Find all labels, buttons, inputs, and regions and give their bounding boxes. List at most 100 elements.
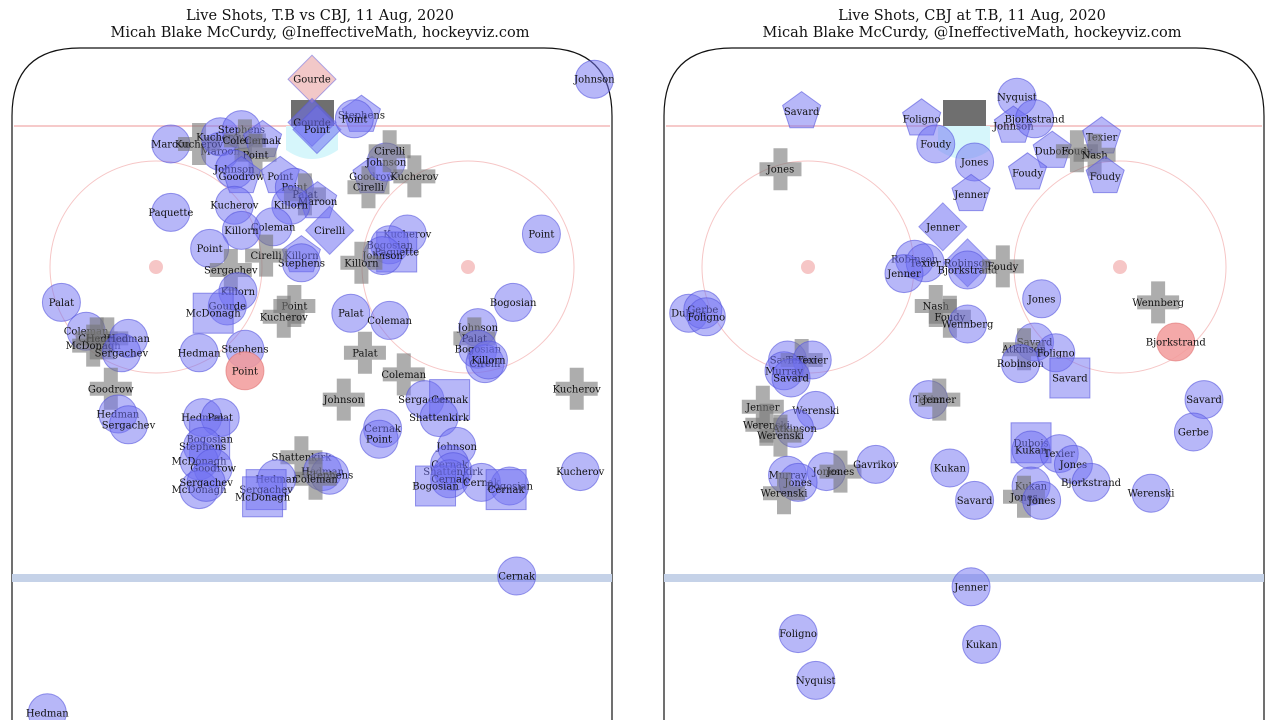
- shot-label: Kucherov: [210, 201, 258, 212]
- shot-circle-mark: [186, 462, 226, 502]
- shot-circle-mark: [796, 660, 836, 700]
- shot-cross: Coleman: [381, 353, 427, 396]
- shot-cross-mark: [72, 324, 115, 367]
- shot-cross-mark: [89, 367, 132, 410]
- shot-cross: Point: [273, 285, 316, 327]
- shot-diamond: Cirelli: [304, 205, 355, 256]
- shot-label: Cernak: [498, 572, 536, 583]
- shot-cross: Jones: [759, 148, 802, 191]
- shot-cross-mark: [1137, 281, 1180, 324]
- shot-cross: Werenski: [743, 403, 790, 446]
- right-chart-titles: Live Shots, CBJ at T.B, 11 Aug, 2020 Mic…: [652, 8, 1280, 42]
- shot-pentagon-mark: [1085, 155, 1125, 194]
- shot-circle: Stephens: [278, 243, 325, 283]
- shot-label: Savard: [957, 496, 993, 507]
- shot-label: Jones: [766, 165, 795, 176]
- shot-circle: Gavrikov: [853, 444, 899, 484]
- shot-label: Palat: [49, 298, 74, 309]
- shot-square: McDonagh: [186, 292, 241, 334]
- shot-label: Maroon: [298, 197, 338, 208]
- shot-label: Gavrikov: [853, 460, 899, 471]
- shot-label: Dubois: [1035, 147, 1070, 158]
- shot-circle-mark: [419, 398, 459, 438]
- shot-label: Jones: [1027, 294, 1056, 305]
- shot-label: Coleman: [381, 370, 426, 381]
- shot-circle-mark: [916, 124, 956, 164]
- shot-pentagon-mark: [1007, 152, 1048, 190]
- shot-label: Sergachev: [398, 395, 452, 406]
- shot-circle: Werenski: [1128, 473, 1175, 513]
- shot-diamond-mark: [292, 104, 342, 155]
- shot-circle-mark: [574, 59, 614, 99]
- shot-cross: Kucherov: [175, 123, 223, 165]
- shot-circle: Hedman: [26, 693, 69, 720]
- shot-label: Jenner: [886, 269, 921, 280]
- shot-label: Coleman: [251, 222, 296, 233]
- shot-cross: Werenski: [757, 414, 804, 457]
- shot-label: Point: [243, 150, 269, 161]
- shot-circle: Johnson: [573, 59, 615, 99]
- shot-cross-mark: [763, 472, 805, 515]
- shot-pentagon-mark: [951, 173, 991, 212]
- shot-label: Robinson: [997, 359, 1045, 370]
- shot-cross-mark: [340, 241, 383, 284]
- shot-cross: Jones: [819, 450, 862, 493]
- left-chart-panel: Live Shots, T.B vs CBJ, 11 Aug, 2020 Mic…: [11, 8, 615, 720]
- shot-label: Jones: [1027, 496, 1056, 507]
- shot-circle-mark: [468, 340, 508, 380]
- shot-label: Cirelli: [374, 147, 405, 158]
- shot-cross: Foudy: [981, 245, 1024, 288]
- shot-pentagon: Foudy: [1007, 152, 1048, 190]
- shot-circle-mark: [370, 300, 410, 340]
- shot-circle: Sergachev: [102, 405, 156, 445]
- shot-circle: Jenner: [951, 567, 991, 607]
- shot-circle: Bjorkstrand: [1005, 99, 1065, 139]
- shot-label: Cernak: [244, 136, 282, 147]
- shot-circle: Coleman: [367, 300, 413, 340]
- shot-label: Point: [281, 302, 307, 313]
- shot-label: Jones: [1059, 460, 1088, 471]
- shot-label: Coleman: [293, 474, 338, 485]
- shot-circle: Jones: [955, 142, 995, 182]
- shot-circle: Palat: [331, 293, 371, 333]
- shot-cross-mark: [914, 285, 957, 327]
- shot-circle: Jones: [1022, 480, 1062, 520]
- shot-cross: Coleman: [293, 457, 338, 500]
- shot-circle: Sergachev: [95, 333, 149, 373]
- shot-label: Hedman: [178, 348, 221, 359]
- shot-label: Goodrow: [219, 172, 265, 183]
- shot-label: Savard: [773, 374, 809, 385]
- right-rink-plot: SavardFolignoFoudyNyquistJohnsonBjorkstr…: [663, 47, 1265, 720]
- shots: MaroonMaroonKucherovKucherovStephensCole…: [26, 54, 615, 720]
- shot-label: Johnson: [992, 122, 1034, 133]
- shot-label: Shattenkirk: [272, 453, 333, 464]
- shot-circle-mark: [948, 304, 988, 344]
- shot-label: Jenner: [922, 395, 957, 406]
- shot-label: Kukan: [934, 464, 967, 475]
- shot-circle: Wennberg: [942, 304, 994, 344]
- shot-cross-mark: [918, 378, 961, 421]
- shot-label: Coleman: [367, 316, 412, 327]
- shot-diamond: Point: [292, 104, 342, 155]
- shot-circle-mark: [101, 333, 141, 373]
- shot-cross: Cirelli: [347, 166, 390, 209]
- shot-circle: Nyquist: [796, 660, 836, 700]
- shot-circle-mark: [856, 444, 896, 484]
- shot-square-mark: [485, 469, 527, 511]
- shot-circle-mark: [884, 254, 924, 294]
- shot-label: Wennberg: [942, 320, 994, 331]
- shot-circle: Killorn: [221, 210, 261, 250]
- shot-cross-mark: [382, 353, 425, 396]
- shot-circle: Bjorkstrand: [1061, 462, 1122, 502]
- shot-cross-mark: [294, 457, 337, 500]
- shot-circle-mark: [493, 282, 533, 322]
- shot-circle: Gerbe: [1173, 412, 1213, 452]
- shot-label: Texier: [797, 356, 829, 367]
- shot-cross-mark: [1073, 133, 1116, 176]
- shot-label: Savard: [1186, 395, 1222, 406]
- shot-label: Point: [341, 114, 367, 125]
- shot-cross-mark: [234, 133, 277, 176]
- right-chart-panel: Live Shots, CBJ at T.B, 11 Aug, 2020 Mic…: [652, 0, 1280, 720]
- shot-label: Jenner: [953, 190, 988, 201]
- shot-label: Foudy: [1012, 168, 1043, 179]
